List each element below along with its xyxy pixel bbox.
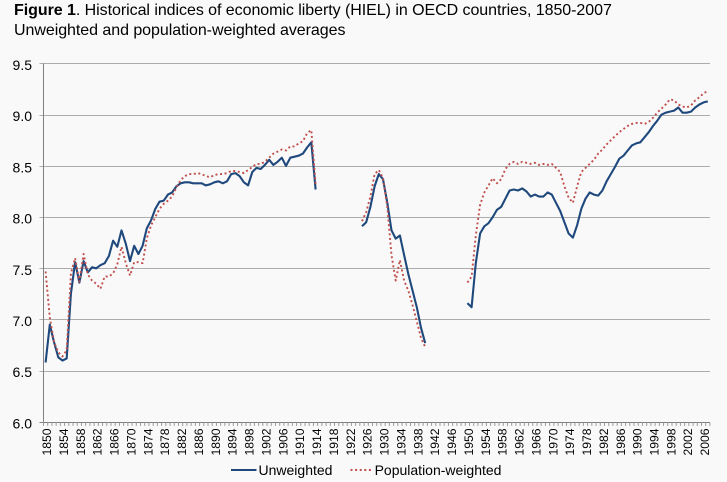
svg-text:1902: 1902 [259, 428, 273, 455]
svg-text:1970: 1970 [546, 428, 560, 455]
svg-text:1982: 1982 [597, 428, 611, 455]
svg-text:1922: 1922 [344, 428, 358, 455]
svg-text:1978: 1978 [580, 428, 594, 455]
svg-text:1854: 1854 [57, 428, 71, 455]
svg-text:1934: 1934 [394, 428, 408, 455]
svg-text:1870: 1870 [125, 428, 139, 455]
svg-text:7.0: 7.0 [13, 313, 33, 329]
svg-text:1866: 1866 [108, 428, 122, 455]
svg-text:9.0: 9.0 [13, 108, 33, 124]
svg-text:1914: 1914 [310, 428, 324, 455]
svg-text:Unweighted: Unweighted [259, 462, 333, 478]
svg-text:1862: 1862 [91, 428, 105, 455]
svg-text:1886: 1886 [192, 428, 206, 455]
svg-text:1882: 1882 [175, 428, 189, 455]
svg-text:Population-weighted: Population-weighted [375, 462, 502, 478]
svg-text:1906: 1906 [276, 428, 290, 455]
svg-text:9.5: 9.5 [13, 57, 33, 73]
svg-text:1954: 1954 [479, 428, 493, 455]
svg-text:7.5: 7.5 [13, 262, 33, 278]
svg-text:1974: 1974 [563, 428, 577, 455]
svg-text:1998: 1998 [664, 428, 678, 455]
svg-text:1918: 1918 [327, 428, 341, 455]
svg-text:6.0: 6.0 [13, 415, 33, 431]
svg-text:8.5: 8.5 [13, 159, 33, 175]
svg-text:1986: 1986 [614, 428, 628, 455]
svg-text:1962: 1962 [513, 428, 527, 455]
svg-text:6.5: 6.5 [13, 364, 33, 380]
svg-text:1858: 1858 [74, 428, 88, 455]
svg-text:1950: 1950 [462, 428, 476, 455]
svg-text:8.0: 8.0 [13, 211, 33, 227]
svg-text:1946: 1946 [445, 428, 459, 455]
svg-text:1958: 1958 [496, 428, 510, 455]
svg-text:1850: 1850 [40, 428, 54, 455]
svg-text:1898: 1898 [243, 428, 257, 455]
svg-text:1878: 1878 [158, 428, 172, 455]
svg-text:1966: 1966 [529, 428, 543, 455]
svg-text:2002: 2002 [681, 428, 695, 455]
svg-text:1926: 1926 [361, 428, 375, 455]
svg-text:1994: 1994 [648, 428, 662, 455]
svg-text:1942: 1942 [428, 428, 442, 455]
svg-text:1890: 1890 [209, 428, 223, 455]
svg-text:1874: 1874 [141, 428, 155, 455]
svg-text:1910: 1910 [293, 428, 307, 455]
svg-text:1990: 1990 [631, 428, 645, 455]
svg-text:1938: 1938 [411, 428, 425, 455]
svg-text:1894: 1894 [226, 428, 240, 455]
svg-text:1930: 1930 [378, 428, 392, 455]
svg-text:2006: 2006 [698, 428, 712, 455]
